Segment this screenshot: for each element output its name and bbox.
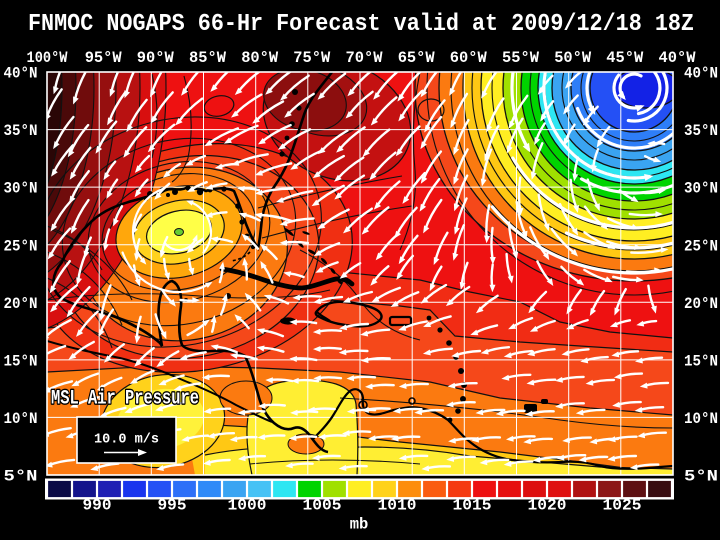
svg-text:1005: 1005 — [303, 497, 342, 515]
svg-text:mb: mb — [350, 516, 369, 534]
svg-text:10°N: 10°N — [684, 410, 718, 428]
svg-text:80°W: 80°W — [241, 49, 279, 67]
svg-text:30°N: 30°N — [684, 180, 718, 198]
svg-text:50°W: 50°W — [554, 49, 592, 67]
svg-text:20°N: 20°N — [684, 295, 718, 313]
svg-text:10.0 m/s: 10.0 m/s — [94, 432, 159, 448]
svg-text:1000: 1000 — [228, 497, 267, 515]
svg-text:75°W: 75°W — [293, 49, 331, 67]
svg-text:15°N: 15°N — [684, 353, 718, 371]
svg-text:FNMOC NOGAPS 66-Hr Forecast va: FNMOC NOGAPS 66-Hr Forecast valid at 200… — [28, 11, 694, 38]
svg-text:990: 990 — [83, 497, 112, 515]
svg-text:20°N: 20°N — [4, 295, 38, 313]
svg-text:70°W: 70°W — [346, 49, 384, 67]
svg-text:995: 995 — [158, 497, 187, 515]
svg-text:55°W: 55°W — [502, 49, 540, 67]
svg-text:1015: 1015 — [453, 497, 492, 515]
svg-text:35°N: 35°N — [684, 122, 718, 140]
svg-text:25°N: 25°N — [684, 237, 718, 255]
svg-text:45°W: 45°W — [606, 49, 644, 67]
svg-text:90°W: 90°W — [137, 49, 175, 67]
svg-text:35°N: 35°N — [4, 122, 38, 140]
svg-text:5°N: 5°N — [684, 468, 718, 486]
svg-text:1010: 1010 — [378, 497, 417, 515]
svg-text:60°W: 60°W — [450, 49, 488, 67]
svg-text:15°N: 15°N — [4, 353, 38, 371]
svg-text:40°N: 40°N — [684, 65, 718, 83]
svg-text:40°N: 40°N — [4, 65, 38, 83]
svg-text:30°N: 30°N — [4, 180, 38, 198]
svg-text:95°W: 95°W — [85, 49, 123, 67]
svg-text:1025: 1025 — [603, 497, 642, 515]
svg-text:10°N: 10°N — [4, 410, 38, 428]
svg-text:100°W: 100°W — [27, 49, 69, 67]
svg-text:1020: 1020 — [528, 497, 567, 515]
svg-text:25°N: 25°N — [4, 237, 38, 255]
svg-text:85°W: 85°W — [189, 49, 227, 67]
svg-text:MSL Air Pressure: MSL Air Pressure — [51, 388, 199, 411]
svg-text:5°N: 5°N — [4, 468, 38, 486]
svg-text:65°W: 65°W — [398, 49, 436, 67]
svg-text:40°W: 40°W — [659, 49, 697, 67]
